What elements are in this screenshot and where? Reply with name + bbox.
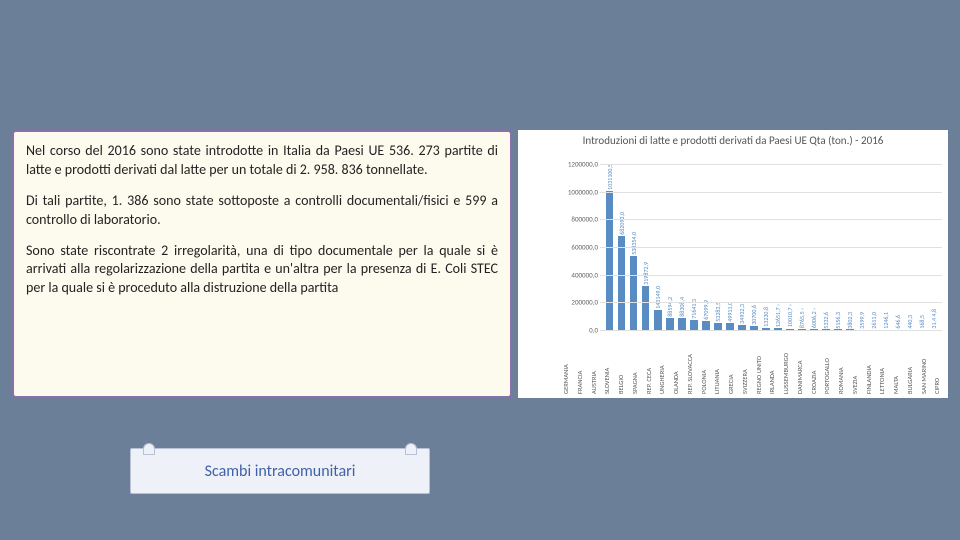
x-tick-label: GRECIA bbox=[727, 332, 740, 396]
x-tick-label: PORTOGALLO bbox=[823, 332, 836, 396]
bar-value-label: 5332,6 bbox=[822, 312, 830, 329]
y-tick-label: 1000000,0 bbox=[568, 187, 598, 196]
x-tick-label: DANIMARCA bbox=[796, 332, 809, 396]
bar-value-label: 49911,0 bbox=[726, 302, 734, 322]
bar-value-label: 3599,9 bbox=[858, 312, 866, 329]
bar-value-label: 1031100,5 bbox=[606, 164, 614, 190]
bar bbox=[618, 236, 626, 330]
bar bbox=[726, 323, 734, 330]
bar-value-label: 8765,5 › bbox=[798, 308, 806, 328]
banner-scambi: Scambi intracomunitari bbox=[130, 448, 430, 494]
x-tick-label: ROMANIA bbox=[837, 332, 850, 396]
bar-value-label: 88308,4 bbox=[678, 297, 686, 317]
x-tick-label: REP. SLOVACCA bbox=[686, 332, 699, 396]
bar-value-label: 440,3 bbox=[906, 315, 914, 329]
x-tick-label: FRANCIA bbox=[576, 332, 589, 396]
x-tick-label: AUSTRIA bbox=[590, 332, 603, 396]
x-tick-label: REGNO UNITO bbox=[755, 332, 768, 396]
bar bbox=[714, 323, 722, 330]
bar-chart: Introduzioni di latte e prodotti derivat… bbox=[518, 130, 948, 398]
x-tick-label: FINLANDIA bbox=[865, 332, 878, 396]
bar bbox=[678, 318, 686, 330]
x-tick-label: LETTONIA bbox=[878, 332, 891, 396]
bar bbox=[630, 256, 638, 330]
x-tick-label: LUSSEMBURGO bbox=[782, 332, 795, 396]
x-tick-label: IRLANDA bbox=[768, 332, 781, 396]
x-tick-label: POLONIA bbox=[700, 332, 713, 396]
y-tick-label: 200000,0 bbox=[571, 298, 598, 307]
bar-value-label: 319872,9 bbox=[642, 262, 650, 285]
chart-title: Introduzioni di latte e prodotti derivat… bbox=[518, 130, 948, 149]
x-tick-label: SVEZIA bbox=[851, 332, 864, 396]
x-tick-label: OLANDA bbox=[672, 332, 685, 396]
bar-value-label: 682093,0 bbox=[618, 212, 626, 235]
bar-value-label: 3802,3 bbox=[846, 312, 854, 329]
x-tick-label: MALTA bbox=[892, 332, 905, 396]
bar-value-label: 13230,8 bbox=[762, 307, 770, 327]
x-tick-label: REP. CECA bbox=[645, 332, 658, 396]
bar-value-label: 53283,5 bbox=[714, 302, 722, 322]
bar bbox=[642, 286, 650, 330]
x-tick-label: SVIZZERA bbox=[741, 332, 754, 396]
bar bbox=[666, 318, 674, 330]
bar-value-label: 646,6 bbox=[894, 315, 902, 329]
paragraph-1: Nel corso del 2016 sono state introdotte… bbox=[26, 142, 498, 180]
banner-label: Scambi intracomunitari bbox=[205, 462, 356, 481]
bar-value-label: 34932,3 bbox=[738, 304, 746, 324]
y-tick-label: 1200000,0 bbox=[568, 160, 598, 169]
y-axis: 0,0200000,0400000,0600000,0800000,010000… bbox=[560, 164, 600, 330]
x-tick-label: SAN MARINO bbox=[920, 332, 933, 396]
bar-value-label: 88594,2 bbox=[666, 297, 674, 317]
bar-value-label: 30700,6 bbox=[750, 305, 758, 325]
info-text-box: Nel corso del 2016 sono state introdotte… bbox=[12, 130, 512, 398]
bar-value-label: 12651,7 › bbox=[774, 304, 782, 327]
bar-value-label: 1246,1 bbox=[882, 312, 890, 329]
x-tick-label: UNGHERIA bbox=[658, 332, 671, 396]
y-tick-label: 400000,0 bbox=[571, 270, 598, 279]
bar-value-label: 31,4 4,8 bbox=[930, 309, 938, 329]
paragraph-3: Sono state riscontrate 2 irregolarità, u… bbox=[26, 242, 498, 299]
x-tick-label: SLOVENIA bbox=[603, 332, 616, 396]
bar-value-label: 10010,7 › bbox=[786, 304, 794, 327]
x-axis-labels: GERMANIAFRANCIAAUSTRIASLOVENIABELGIOSPAG… bbox=[562, 332, 946, 396]
bar bbox=[606, 191, 614, 330]
bar bbox=[690, 320, 698, 330]
bar-value-label: 2611,0 bbox=[870, 312, 878, 329]
x-tick-label: SPAGNA bbox=[631, 332, 644, 396]
x-tick-label: BELGIO bbox=[617, 332, 630, 396]
y-tick-label: 600000,0 bbox=[571, 243, 598, 252]
x-tick-label: CIPRO bbox=[933, 332, 946, 396]
x-tick-label: CROAZIA bbox=[810, 332, 823, 396]
y-tick-label: 800000,0 bbox=[571, 215, 598, 224]
x-tick-label: LITUANIA bbox=[713, 332, 726, 396]
bar-value-label: 6006,2 › bbox=[810, 308, 818, 328]
bar-value-label: 168,5 bbox=[918, 315, 926, 329]
bar-value-label: 143149,0 bbox=[654, 286, 662, 309]
paragraph-2: Di tali partite, 1. 386 sono state sotto… bbox=[26, 192, 498, 230]
x-tick-label: BULGARIA bbox=[906, 332, 919, 396]
chart-plot: 0,0200000,0400000,0600000,0800000,010000… bbox=[560, 164, 942, 330]
x-tick-label: GERMANIA bbox=[562, 332, 575, 396]
bar bbox=[654, 310, 662, 330]
bar-value-label: 538354,0 bbox=[630, 232, 638, 255]
bar bbox=[702, 321, 710, 330]
bar-value-label: 5156,3 bbox=[834, 312, 842, 329]
